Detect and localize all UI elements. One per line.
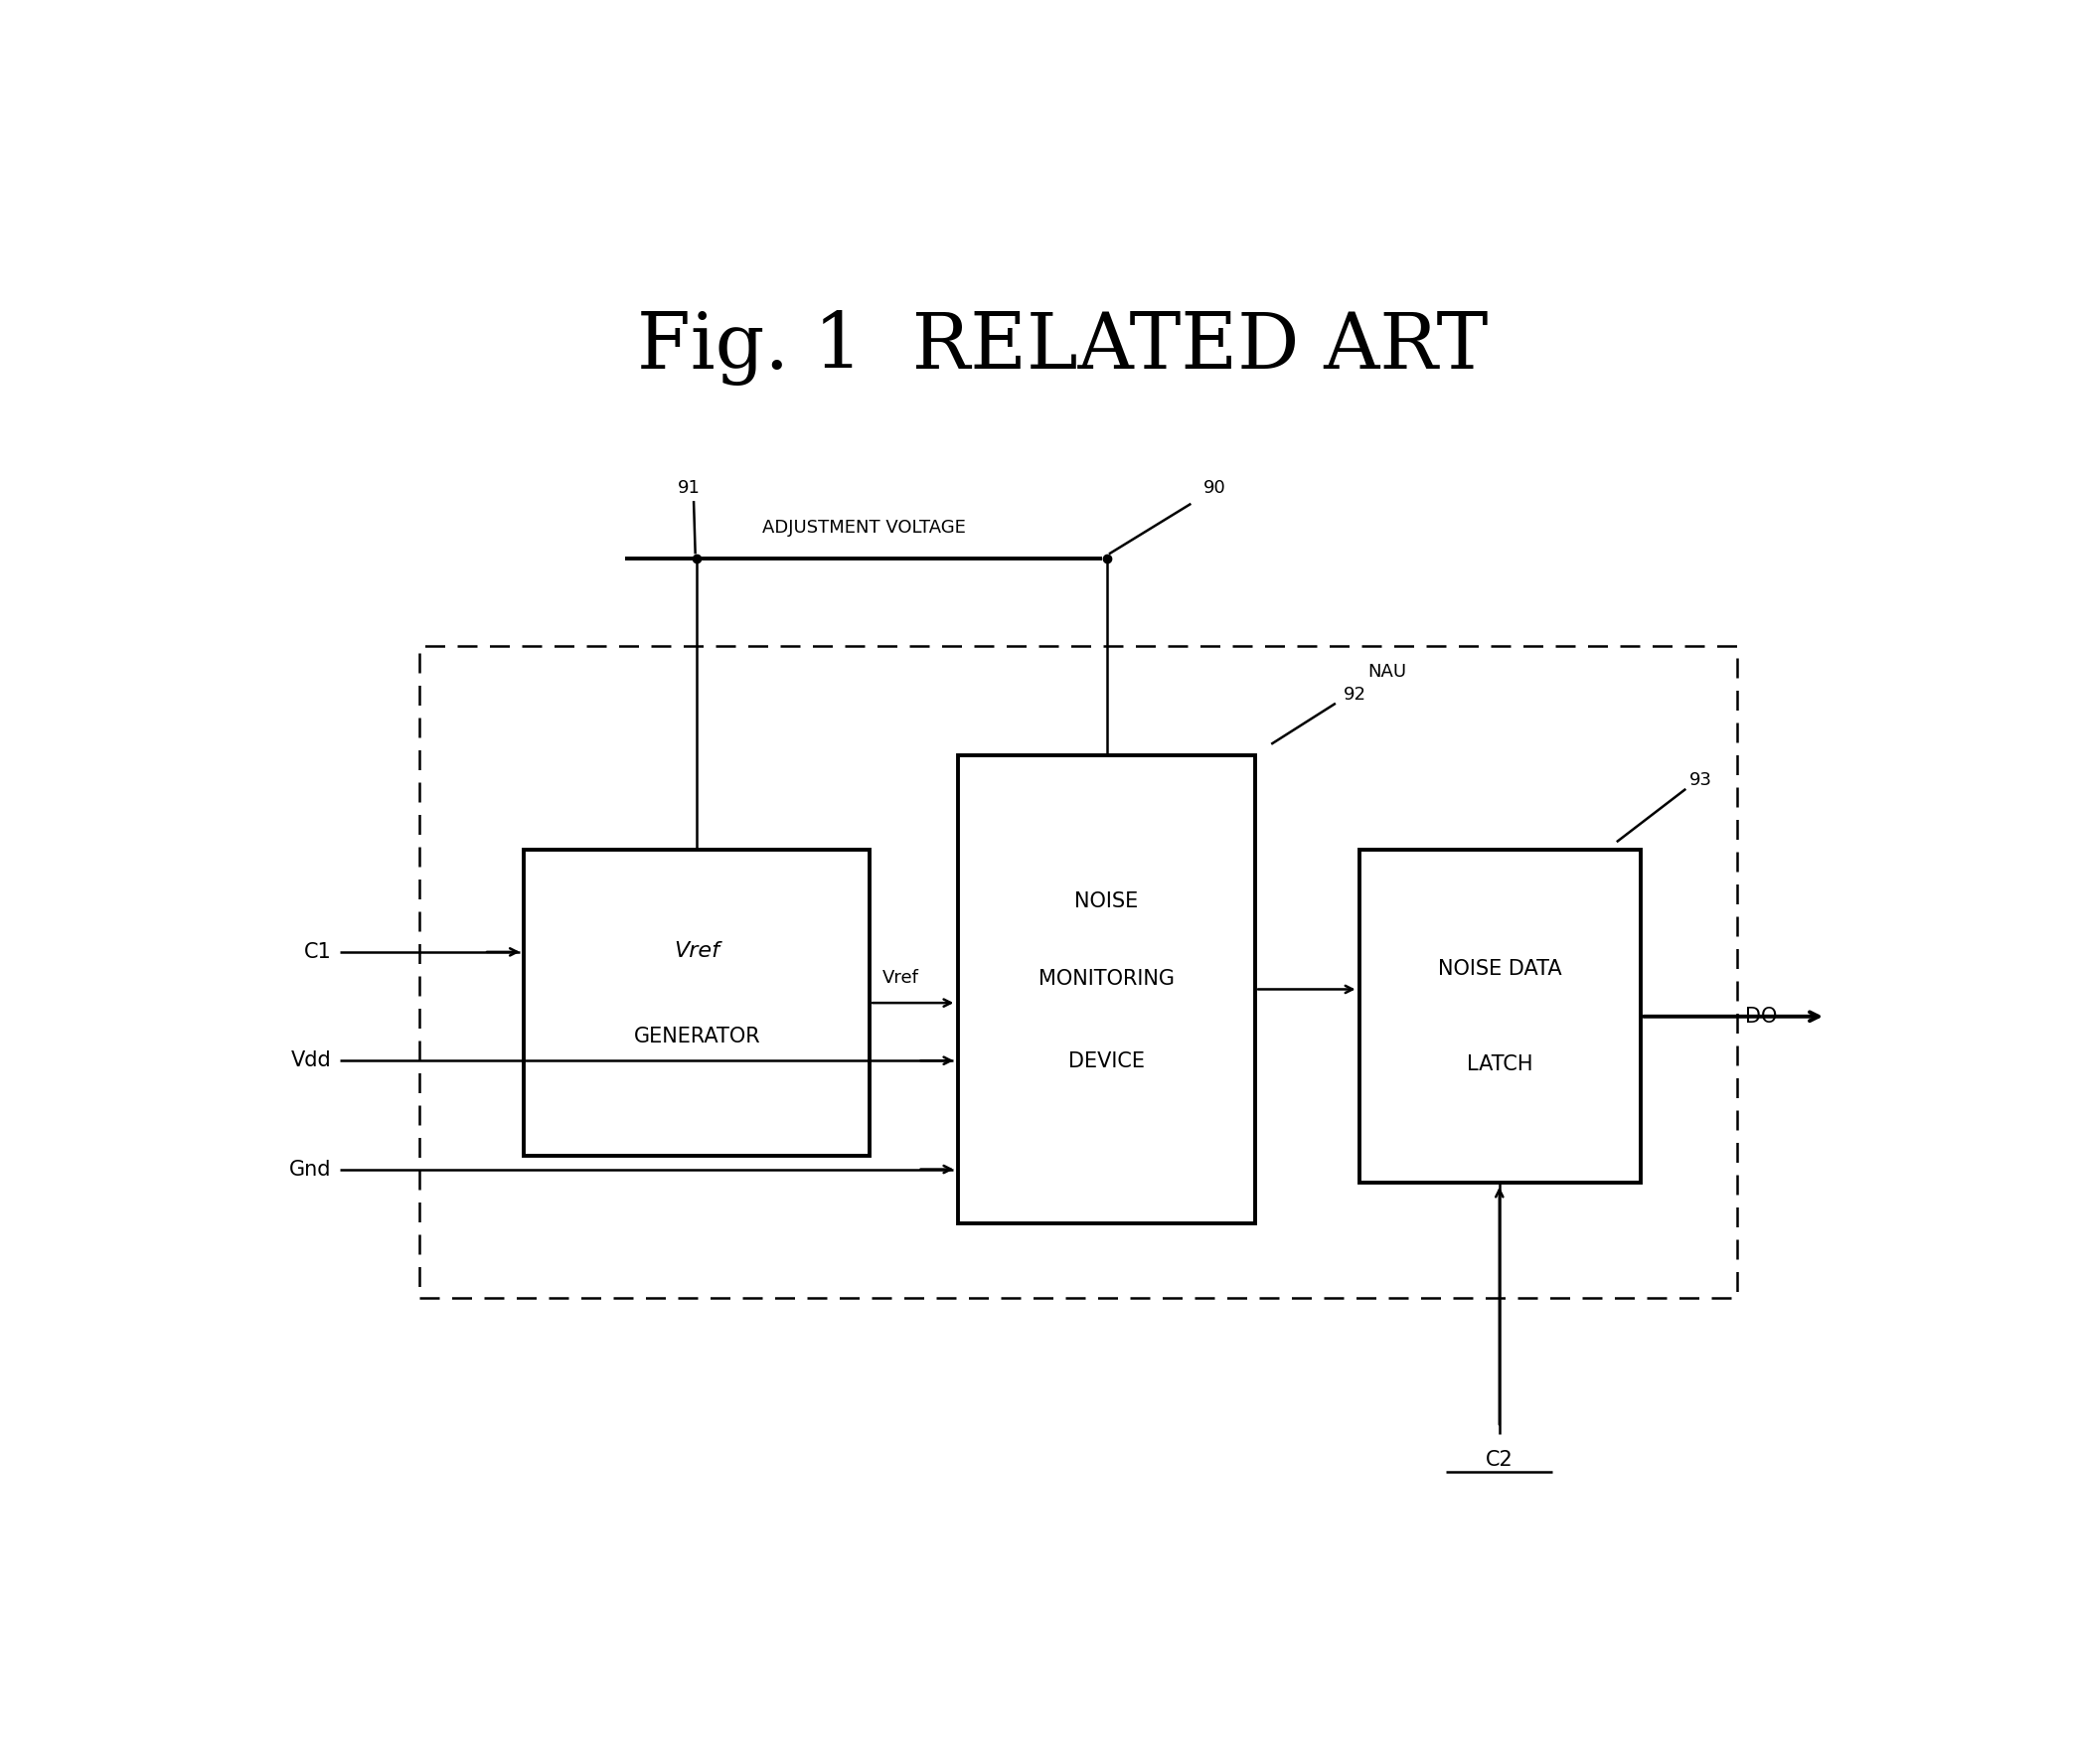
Text: Fig. 1  RELATED ART: Fig. 1 RELATED ART xyxy=(636,310,1488,385)
FancyBboxPatch shape xyxy=(958,755,1256,1224)
Text: 92: 92 xyxy=(1343,686,1366,704)
FancyBboxPatch shape xyxy=(524,850,871,1155)
FancyBboxPatch shape xyxy=(419,646,1737,1298)
Text: Vdd: Vdd xyxy=(290,1051,332,1071)
Text: LATCH: LATCH xyxy=(1468,1055,1534,1074)
Text: 91: 91 xyxy=(678,480,701,497)
Text: Vref: Vref xyxy=(674,942,719,961)
Text: Gnd: Gnd xyxy=(290,1159,332,1178)
Text: Vref: Vref xyxy=(883,968,918,986)
Text: ADJUSTMENT VOLTAGE: ADJUSTMENT VOLTAGE xyxy=(763,519,966,536)
Text: NAU: NAU xyxy=(1368,663,1408,681)
Text: 90: 90 xyxy=(1204,480,1227,497)
Text: NOISE: NOISE xyxy=(1074,891,1138,910)
Text: NOISE DATA: NOISE DATA xyxy=(1439,960,1563,979)
Text: C1: C1 xyxy=(305,942,332,961)
Text: MONITORING: MONITORING xyxy=(1039,968,1175,988)
Text: 93: 93 xyxy=(1689,771,1712,789)
Text: C2: C2 xyxy=(1486,1450,1513,1471)
Text: GENERATOR: GENERATOR xyxy=(634,1027,761,1046)
FancyBboxPatch shape xyxy=(1360,850,1642,1184)
Text: DO: DO xyxy=(1745,1007,1777,1027)
Text: DEVICE: DEVICE xyxy=(1068,1051,1144,1071)
